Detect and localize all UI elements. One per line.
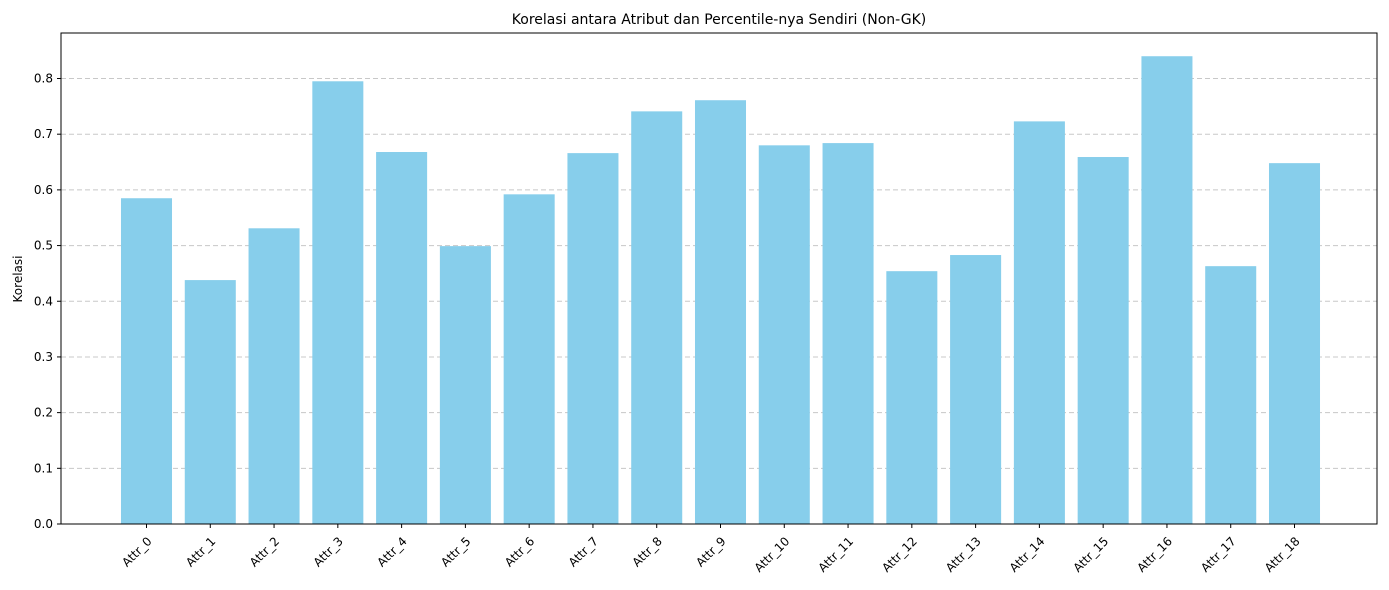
x-tick-label: Attr_14	[1007, 534, 1048, 575]
y-tick-label: 0.2	[34, 406, 53, 420]
x-tick-label: Attr_1	[183, 534, 218, 569]
bar-attr-14	[1013, 121, 1065, 525]
y-tick-label: 0.7	[34, 127, 53, 141]
bar-attr-3	[312, 81, 364, 525]
x-tick-label: Attr_12	[879, 534, 920, 575]
bar-attr-7	[567, 153, 619, 524]
bar-attr-9	[694, 100, 747, 524]
bar-attr-8	[631, 111, 683, 524]
y-tick-label: 0.1	[34, 461, 53, 475]
x-tick-label: Attr_13	[943, 534, 984, 575]
bar-attr-13	[950, 255, 1002, 525]
y-tick-label: 0.0	[34, 517, 53, 531]
y-tick-label: 0.5	[34, 239, 53, 253]
bars	[120, 56, 1321, 525]
x-tick-label: Attr_5	[438, 534, 473, 569]
x-tick-label: Attr_0	[119, 534, 154, 569]
x-tick-label: Attr_7	[566, 534, 601, 569]
x-tick-label: Attr_11	[815, 534, 856, 575]
y-tick-label: 0.8	[34, 72, 53, 86]
y-tick-label: 0.6	[34, 183, 53, 197]
bar-attr-10	[758, 145, 810, 524]
x-tick-label: Attr_18	[1262, 534, 1303, 575]
bar-attr-12	[886, 271, 938, 524]
x-tick-label: Attr_9	[693, 534, 728, 569]
x-tick-label: Attr_15	[1071, 534, 1112, 575]
bar-attr-6	[503, 194, 555, 524]
bar-attr-5	[439, 246, 491, 524]
x-axis-ticks: Attr_0 Attr_1 Attr_2 Attr_3 Attr_4 Attr_5 Attr…	[119, 524, 1303, 575]
x-tick-label: Attr_6	[502, 534, 537, 569]
bar-attr-0	[120, 198, 173, 524]
plot-frame	[60, 32, 1378, 525]
bar-attr-11	[822, 143, 874, 524]
x-tick-label: Attr_2	[247, 534, 282, 569]
x-tick-label: Attr_8	[629, 534, 664, 569]
y-axis-ticks: 0.0 0.1 0.2 0.3 0.4 0.5 0.6 0.7 0.8	[34, 72, 61, 531]
x-tick-label: Attr_16	[1134, 534, 1175, 575]
x-tick-label: Attr_3	[311, 534, 346, 569]
x-tick-label: Attr_4	[374, 534, 409, 569]
y-tick-label: 0.4	[34, 294, 53, 308]
bar-attr-15	[1077, 157, 1129, 524]
bar-attr-16	[1141, 56, 1193, 524]
bar-attr-18	[1268, 163, 1321, 524]
y-axis-label: Korelasi	[11, 256, 25, 303]
y-tick-label: 0.3	[34, 350, 53, 364]
x-tick-label: Attr_17	[1198, 534, 1239, 575]
x-tick-label: Attr_10	[752, 534, 793, 575]
bar-attr-1	[184, 280, 236, 524]
chart-title: Korelasi antara Atribut dan Percentile-n…	[512, 12, 926, 28]
bar-attr-4	[376, 152, 428, 524]
bar-attr-17	[1205, 266, 1257, 524]
bar-attr-2	[248, 228, 300, 524]
